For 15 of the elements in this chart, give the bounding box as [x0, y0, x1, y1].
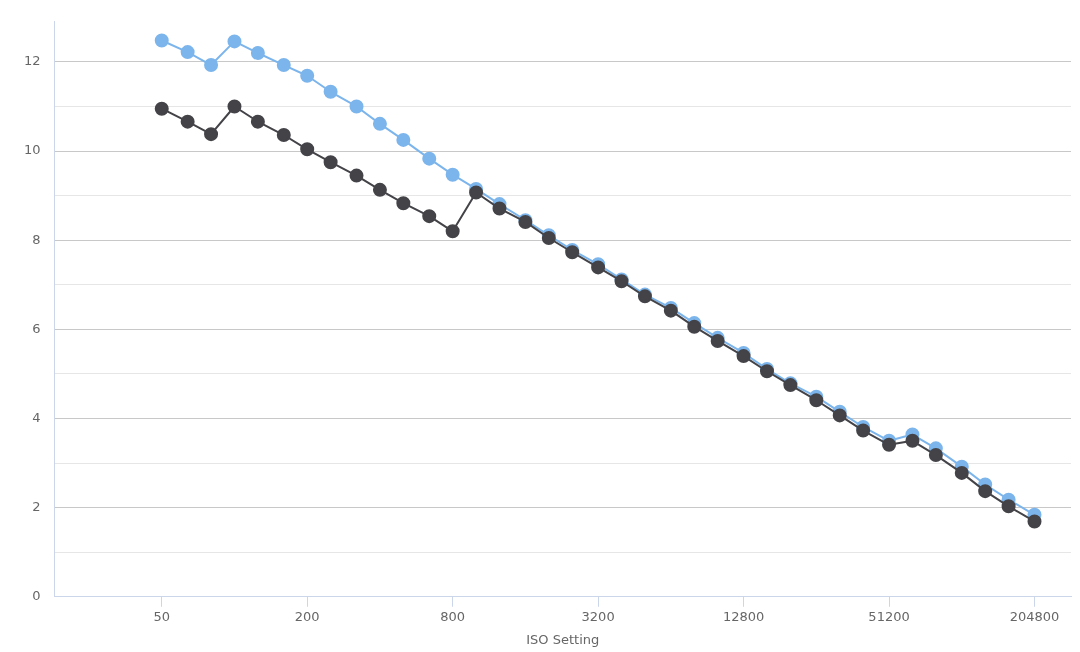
y-tick-label: 2: [32, 499, 41, 515]
y-tick-label: 4: [32, 409, 41, 425]
x-axis-title: ISO Setting: [526, 631, 600, 647]
y-tick-label: 0: [32, 588, 41, 604]
x-tick-label: 204800: [1009, 608, 1060, 624]
x-tick-label: 3200: [581, 608, 615, 624]
y-tick-label: 10: [24, 142, 41, 158]
x-tick-label: 50: [153, 608, 171, 624]
y-tick-label: 8: [32, 231, 41, 247]
y-tick-label: 12: [24, 53, 41, 69]
x-tick-label: 51200: [868, 608, 910, 624]
x-tick-label: 800: [440, 608, 466, 624]
y-tick-label: 6: [32, 320, 41, 336]
x-tick-label: 200: [294, 608, 320, 624]
x-tick-label: 12800: [722, 608, 765, 624]
